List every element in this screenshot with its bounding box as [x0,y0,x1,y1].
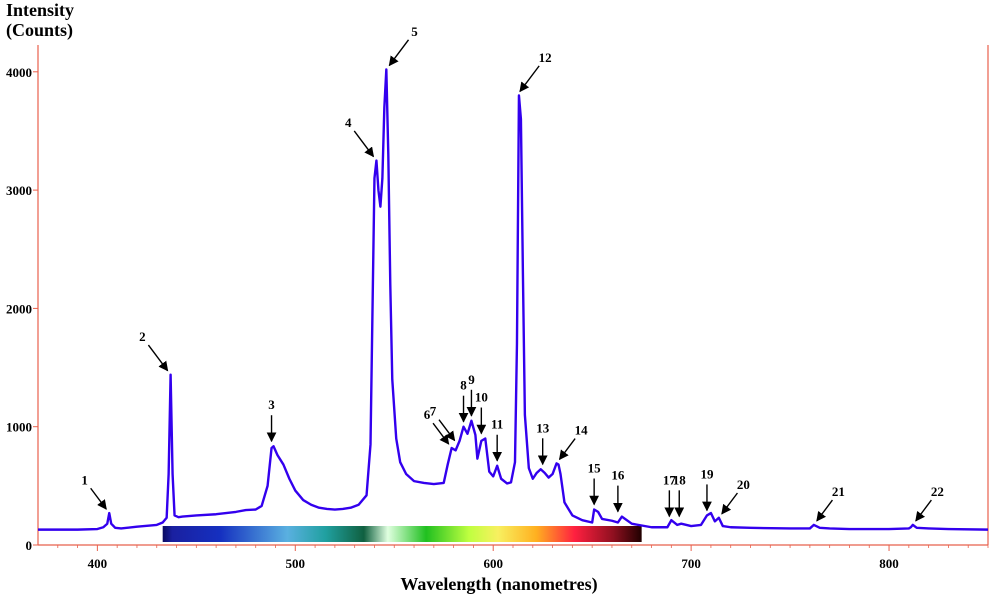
x-tick-label: 400 [88,556,108,571]
annotation-label: 18 [673,472,687,487]
annotation-label: 19 [700,466,714,481]
y-tick-label: 0 [26,538,33,553]
annotation-arrow [721,492,738,515]
annotation-arrow [90,487,107,510]
annotation-arrow [519,65,540,93]
annotation-label: 12 [539,50,552,65]
annotation-arrow [388,39,410,67]
visible-spectrum-bar [162,526,642,542]
annotation-label: 10 [475,390,488,405]
annotation-label: 9 [468,372,475,387]
annotation-arrow [438,419,456,442]
annotation-label: 22 [931,484,944,499]
x-tick-label: 700 [681,556,701,571]
annotation-label: 3 [268,397,275,412]
annotation-label: 2 [139,329,146,344]
y-axis-label-line1: Intensity [6,0,75,20]
x-tick-label: 500 [286,556,306,571]
annotation-arrow [558,438,576,461]
annotation-label: 11 [491,417,503,432]
annotation-label: 13 [536,420,550,435]
annotation-arrow [432,422,450,445]
x-axis-label: Wavelength (nanometres) [400,574,597,595]
spectrum-series-line [38,68,989,531]
annotation-label: 17 [663,472,677,487]
annotation-label: 1 [81,472,88,487]
y-tick-label: 2000 [6,301,32,316]
annotation-arrow [816,499,833,522]
y-axis-label-line2: (Counts) [6,20,74,40]
annotation-label: 5 [411,24,418,39]
annotation-label: 6 [424,407,431,422]
annotation-label: 20 [737,477,750,492]
annotation-label: 21 [832,484,845,499]
annotation-arrow [147,344,169,372]
series-group [38,68,989,531]
annotation-label: 14 [575,423,589,438]
annotation-arrow [353,130,375,158]
x-tick-label: 600 [483,556,503,571]
annotation-label: 8 [460,378,467,393]
y-tick-label: 4000 [6,65,32,80]
annotation-arrow [915,499,932,522]
annotation-label: 15 [588,461,602,476]
y-tick-label: 1000 [6,420,32,435]
axes: 400 500 600 700 800 0 1000 2000 3000 4000 [6,45,989,571]
x-tick-label: 800 [879,556,899,571]
annotation-label: 4 [345,115,352,130]
annotation-label: 16 [611,468,625,483]
y-tick-label: 3000 [6,183,32,198]
annotation-label: 7 [430,404,437,419]
